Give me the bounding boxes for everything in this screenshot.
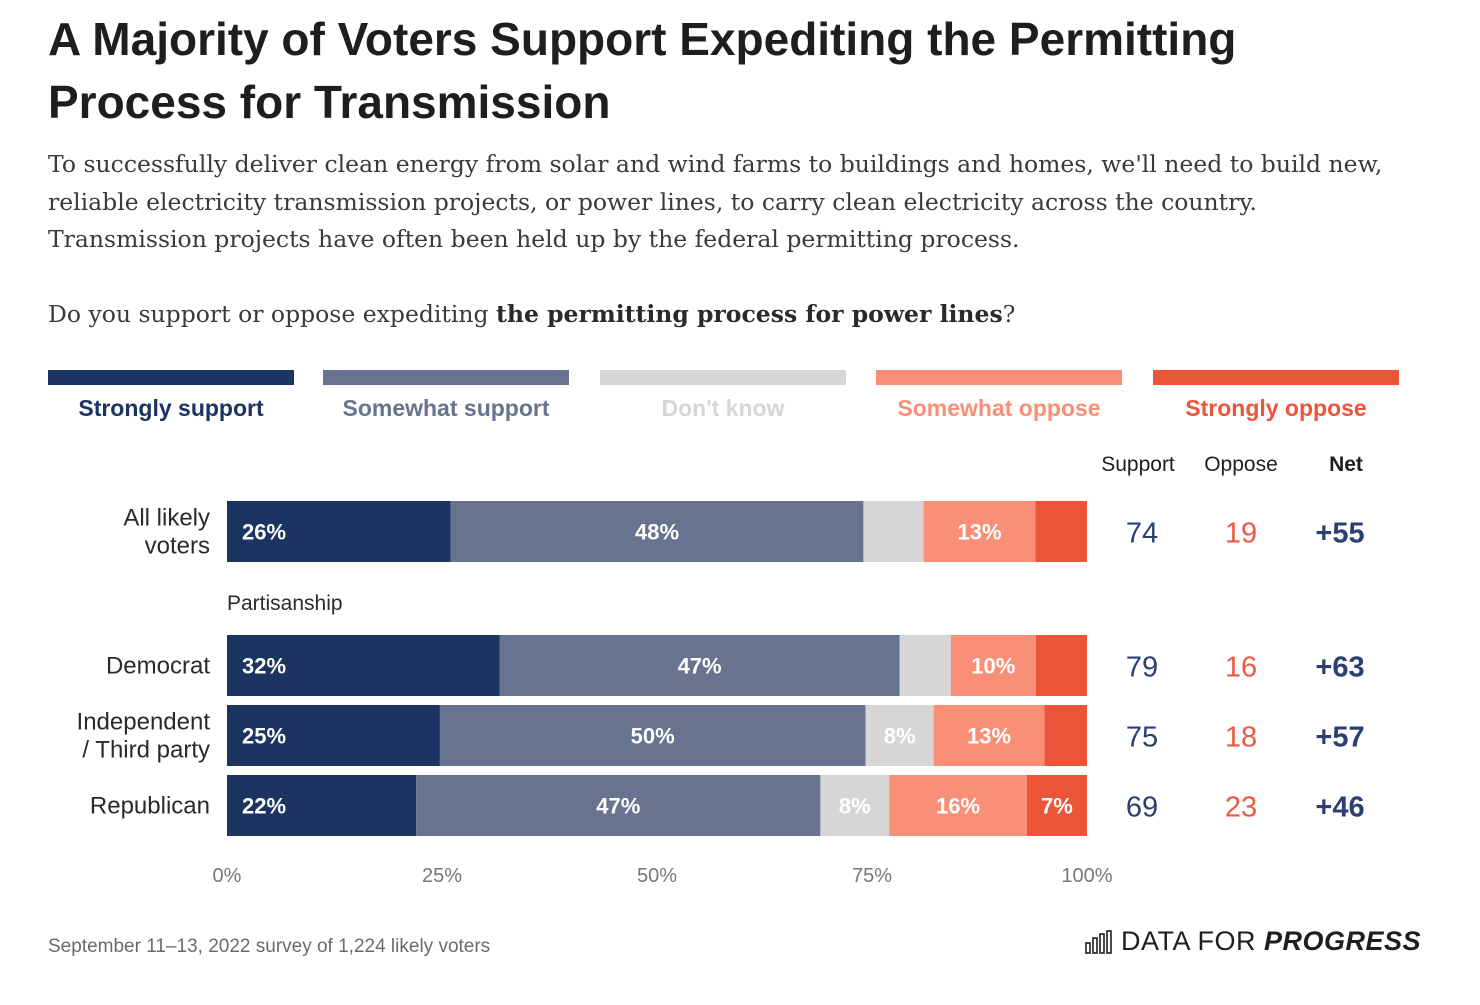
category-label: / Third party [82, 737, 210, 764]
logo-text-regular: DATA FOR [1121, 926, 1257, 956]
brand-logo: DATA FOR PROGRESS [1085, 926, 1421, 957]
oppose-value: 16 [1225, 652, 1257, 684]
bar-value-label: 22% [242, 794, 286, 819]
legend-item-somewhat-oppose: Somewhat oppose [876, 370, 1122, 422]
logo-text-bold: PROGRESS [1264, 926, 1422, 956]
net-value: +57 [1315, 722, 1364, 754]
question-suffix: ? [1002, 300, 1016, 328]
bar-segment-strongly-support [227, 501, 451, 562]
net-value: +63 [1315, 652, 1364, 684]
bar-segment-strongly-support [227, 775, 417, 836]
legend-swatch [48, 370, 294, 385]
x-tick-label: 25% [422, 865, 462, 887]
bar-segment-strongly-oppose [1044, 705, 1087, 766]
bar-value-label: 10% [971, 654, 1015, 679]
chart-title: A Majority of Voters Support Expediting … [48, 13, 1237, 128]
legend-swatch [1153, 370, 1399, 385]
legend-item-strongly-oppose: Strongly oppose [1153, 370, 1399, 422]
bar-value-label: 8% [839, 794, 871, 819]
legend-label: Strongly support [78, 395, 264, 421]
bar-segment-somewhat-oppose [933, 705, 1045, 766]
legend-label: Don't know [661, 395, 785, 421]
bar-segment-somewhat-support [499, 635, 900, 696]
bar-segment-strongly-support [227, 705, 440, 766]
bar-value-label: 48% [635, 520, 679, 545]
legend-item-don-t-know: Don't know [600, 370, 846, 422]
legend-label: Strongly oppose [1185, 395, 1367, 421]
bar-chart-icon [1085, 929, 1112, 954]
bar-segment-don-t-know [820, 775, 890, 836]
legend-label: Somewhat support [342, 395, 550, 421]
x-tick-label: 75% [852, 865, 892, 887]
bar-value-label: 25% [242, 724, 286, 749]
bar-value-label: 16% [936, 794, 980, 819]
survey-question: Do you support or oppose expediting the … [48, 296, 1408, 332]
column-header-support: Support [1101, 453, 1175, 476]
support-value: 79 [1126, 652, 1158, 684]
column-header-oppose: Oppose [1204, 453, 1278, 476]
bar-segment-strongly-support [227, 635, 500, 696]
category-label: All likely [123, 505, 210, 532]
legend-item-strongly-support: Strongly support [48, 370, 294, 422]
bar-segment-somewhat-support [416, 775, 821, 836]
support-value: 69 [1126, 792, 1158, 824]
oppose-value: 18 [1225, 722, 1257, 754]
legend-swatch [323, 370, 569, 385]
group-label-partisanship: Partisanship [227, 592, 343, 615]
bar-value-label: 7% [1041, 794, 1073, 819]
bar-value-label: 50% [631, 724, 675, 749]
net-value: +46 [1315, 792, 1364, 824]
x-tick-label: 100% [1061, 865, 1112, 887]
bar-segment-somewhat-oppose [950, 635, 1036, 696]
bar-segment-somewhat-support [439, 705, 866, 766]
legend-item-somewhat-support: Somewhat support [323, 370, 569, 422]
bar-segment-strongly-oppose [1035, 501, 1087, 562]
bar-segment-somewhat-oppose [923, 501, 1036, 562]
question-prefix: Do you support or oppose expediting [48, 300, 497, 328]
source-note: September 11–13, 2022 survey of 1,224 li… [48, 936, 491, 957]
bar-segment-don-t-know [899, 635, 951, 696]
support-value: 74 [1126, 518, 1158, 550]
x-tick-label: 0% [213, 865, 242, 887]
bar-value-label: 13% [957, 520, 1001, 545]
chart-subtitle: To successfully deliver clean energy fro… [48, 150, 1383, 253]
category-label: Republican [90, 793, 210, 820]
bar-value-label: 47% [678, 654, 722, 679]
legend-label: Somewhat oppose [897, 395, 1101, 421]
column-header-net: Net [1329, 453, 1363, 476]
bar-segment-somewhat-oppose [889, 775, 1027, 836]
question-bold: the permitting process for power lines [496, 300, 1003, 328]
category-label: Independent [77, 709, 211, 736]
bar-value-label: 32% [242, 654, 286, 679]
bar-value-label: 13% [967, 724, 1011, 749]
x-tick-label: 50% [637, 865, 677, 887]
oppose-value: 23 [1225, 792, 1257, 824]
legend-swatch [876, 370, 1122, 385]
bar-value-label: 47% [596, 794, 640, 819]
bar-value-label: 8% [884, 724, 916, 749]
category-label: voters [145, 533, 210, 560]
bar-segment-don-t-know [863, 501, 924, 562]
bar-segment-strongly-oppose [1026, 775, 1087, 836]
bar-segment-somewhat-support [450, 501, 864, 562]
support-value: 75 [1126, 722, 1158, 754]
net-value: +55 [1315, 518, 1364, 550]
bar-segment-strongly-oppose [1035, 635, 1087, 696]
oppose-value: 19 [1225, 518, 1257, 550]
bar-value-label: 26% [242, 520, 286, 545]
bar-segment-don-t-know [865, 705, 934, 766]
category-label: Democrat [106, 653, 210, 680]
legend-swatch [600, 370, 846, 385]
